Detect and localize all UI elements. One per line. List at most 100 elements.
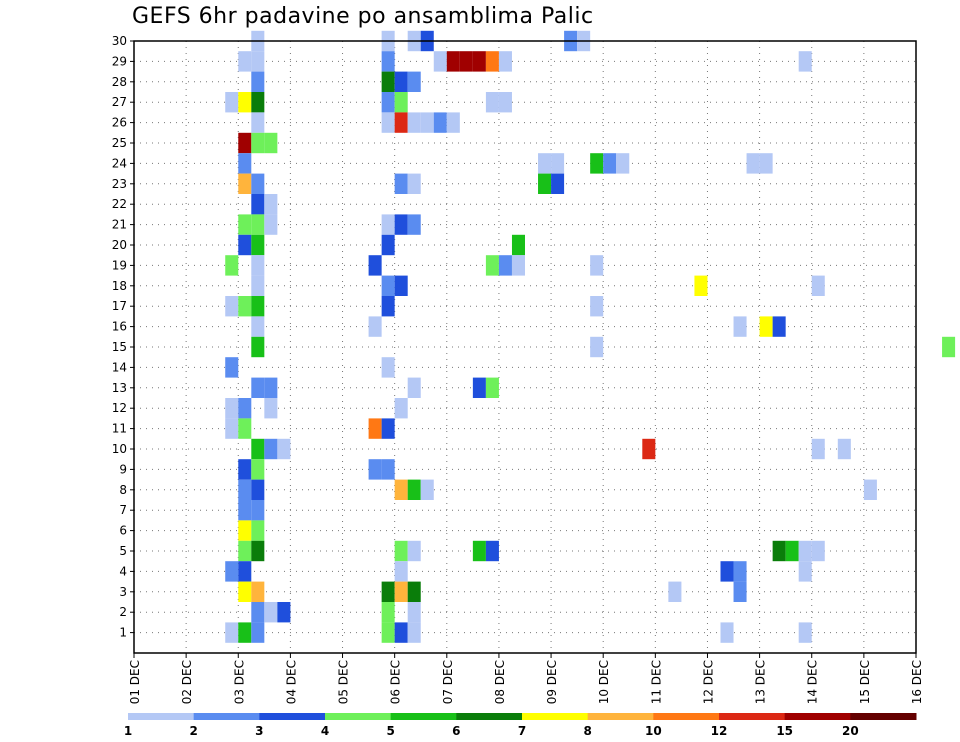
heatmap-cell xyxy=(238,459,252,480)
heatmap-cell xyxy=(264,132,278,154)
legend-swatch xyxy=(390,713,457,720)
heatmap-cell xyxy=(394,92,408,113)
heatmap-cell xyxy=(251,459,265,480)
heatmap-cells xyxy=(225,30,956,643)
y-tick-label: 24 xyxy=(112,156,127,170)
heatmap-cell xyxy=(264,377,278,398)
y-tick-label: 23 xyxy=(112,177,127,191)
heatmap-cell xyxy=(251,602,265,623)
heatmap-cell xyxy=(225,92,239,113)
heatmap-cell xyxy=(446,51,460,72)
heatmap-cell xyxy=(511,255,525,276)
heatmap-cell xyxy=(642,438,656,460)
y-tick-label: 15 xyxy=(112,340,127,354)
y-tick-label: 6 xyxy=(119,524,127,538)
heatmap-cell xyxy=(472,377,486,398)
heatmap-cell xyxy=(811,540,825,562)
heatmap-cell xyxy=(238,500,252,521)
y-tick-label: 7 xyxy=(119,503,127,517)
heatmap-cell xyxy=(394,71,408,92)
legend-label: 12 xyxy=(711,724,728,738)
x-tick-label: 12 DEC xyxy=(701,660,715,704)
heatmap-cell xyxy=(225,255,239,276)
heatmap-cell xyxy=(238,51,252,72)
heatmap-cell xyxy=(264,214,278,235)
heatmap-cell xyxy=(251,520,265,541)
heatmap-cell xyxy=(225,561,239,582)
heatmap-cell xyxy=(590,296,604,317)
heatmap-cell xyxy=(746,153,760,174)
heatmap-cell xyxy=(368,459,382,480)
y-tick-label: 26 xyxy=(112,116,127,130)
heatmap-cell xyxy=(603,153,617,174)
heatmap-cell xyxy=(498,51,512,72)
heatmap-cell xyxy=(238,153,252,174)
legend-swatch xyxy=(587,713,654,720)
legend-label: 7 xyxy=(518,724,526,738)
heatmap-cell xyxy=(251,214,265,235)
heatmap-cell xyxy=(433,51,447,72)
heatmap-cell xyxy=(264,194,278,215)
y-tick-label: 17 xyxy=(112,299,127,313)
x-tick-label: 01 DEC xyxy=(128,660,142,704)
legend-swatch xyxy=(522,713,589,720)
x-tick-label: 10 DEC xyxy=(597,660,611,704)
heatmap-cell xyxy=(381,112,395,133)
heatmap-cell xyxy=(551,173,565,194)
heatmap-cell xyxy=(733,581,747,602)
x-tick-label: 04 DEC xyxy=(284,660,298,704)
legend-label: 15 xyxy=(776,724,793,738)
y-tick-label: 11 xyxy=(112,422,127,436)
y-tick-label: 22 xyxy=(112,197,127,211)
legend-swatch xyxy=(784,713,851,720)
heatmap-cell xyxy=(251,112,265,133)
heatmap-cell xyxy=(394,112,408,133)
legend-label: 4 xyxy=(321,724,329,738)
heatmap-cell xyxy=(225,357,239,378)
heatmap-cell xyxy=(251,622,265,643)
legend-swatch xyxy=(325,713,392,720)
heatmap-cell xyxy=(251,173,265,194)
heatmap-cell xyxy=(264,602,278,623)
legend-swatch xyxy=(850,713,917,720)
x-tick-label: 16 DEC xyxy=(910,660,924,704)
x-tick-label: 05 DEC xyxy=(337,660,351,704)
y-tick-label: 18 xyxy=(112,279,127,293)
heatmap-cell xyxy=(394,622,408,643)
heatmap-cell xyxy=(381,51,395,72)
x-axis: 01 DEC 02 DEC 03 DEC 04 DEC 05 DEC 06 DEC 07 D… xyxy=(128,653,924,704)
heatmap-cell xyxy=(368,255,382,276)
color-legend: 1 2 3 4 5 6 7 8 10 12 15 20 xyxy=(124,713,917,738)
heatmap-cell xyxy=(472,51,486,72)
heatmap-cell xyxy=(407,71,421,92)
heatmap-cell xyxy=(264,398,278,419)
heatmap-cell xyxy=(381,275,395,296)
heatmap-cell xyxy=(368,418,382,439)
heatmap-cell xyxy=(407,540,421,562)
heatmap-cell xyxy=(251,316,265,337)
heatmap-cell xyxy=(394,398,408,419)
heatmap-cell xyxy=(238,418,252,439)
heatmap-cell xyxy=(264,438,278,460)
heatmap-cell xyxy=(407,581,421,602)
heatmap-cell xyxy=(407,622,421,643)
heatmap-cell xyxy=(485,255,499,276)
heatmap-cell xyxy=(407,112,421,133)
heatmap-cell xyxy=(407,479,421,500)
heatmap-cell xyxy=(785,540,799,562)
heatmap-cell xyxy=(251,234,265,256)
heatmap-cell xyxy=(225,622,239,643)
legend-label: 2 xyxy=(189,724,197,738)
heatmap-cell xyxy=(837,438,851,460)
heatmap-cell xyxy=(251,336,265,358)
heatmap-cell xyxy=(277,438,291,460)
heatmap-cell xyxy=(368,316,382,337)
y-tick-label: 14 xyxy=(112,360,127,374)
heatmap-cell xyxy=(238,296,252,317)
heatmap-cell xyxy=(720,622,734,643)
heatmap-cell xyxy=(407,602,421,623)
heatmap-cell xyxy=(446,112,460,133)
heatmap-cell xyxy=(381,622,395,643)
legend-swatch xyxy=(456,713,523,720)
heatmap-cell xyxy=(485,92,499,113)
